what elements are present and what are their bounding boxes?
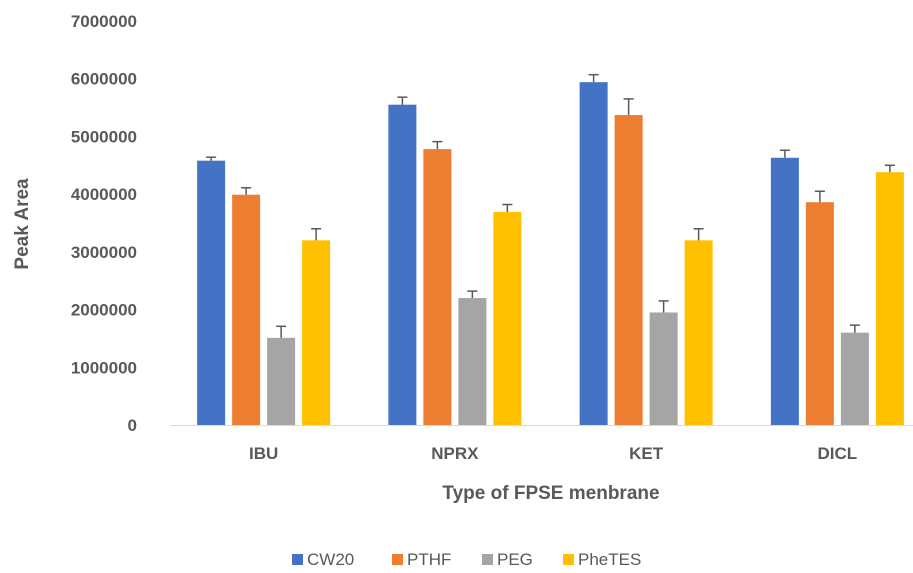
error-bar-peg-dicl bbox=[849, 324, 860, 333]
legend-item-cw20: CW20 bbox=[292, 550, 354, 569]
bar-pthf-nprx bbox=[423, 149, 452, 425]
error-bar-pthf-ibu bbox=[241, 187, 252, 195]
y-axis-title: Peak Area bbox=[12, 178, 33, 270]
x-axis-title: Type of FPSE menbrane bbox=[442, 483, 659, 504]
y-tick-label: 6000000 bbox=[71, 70, 137, 89]
bar-phetes-ibu bbox=[302, 240, 331, 425]
error-bar-peg-ket bbox=[658, 300, 669, 313]
y-tick-label: 3000000 bbox=[71, 243, 137, 262]
error-bar-peg-ibu bbox=[276, 325, 287, 338]
legend-swatch bbox=[392, 554, 403, 565]
bar-phetes-dicl bbox=[875, 172, 904, 425]
error-bar-pthf-dicl bbox=[814, 190, 825, 203]
y-tick-label: 5000000 bbox=[71, 127, 137, 146]
error-bar-phetes-dicl bbox=[884, 164, 895, 173]
legend-label: PTHF bbox=[407, 550, 451, 569]
x-tick-label: IBU bbox=[249, 444, 278, 463]
bar-phetes-nprx bbox=[493, 212, 522, 425]
legend-swatch bbox=[482, 554, 493, 565]
error-bar-cw20-ket bbox=[588, 73, 599, 83]
legend-item-pthf: PTHF bbox=[392, 550, 451, 569]
bar-area bbox=[197, 73, 904, 426]
error-bar-phetes-nprx bbox=[502, 203, 513, 213]
bar-peg-ibu bbox=[267, 337, 296, 425]
bar-cw20-dicl bbox=[770, 157, 799, 426]
error-bar-phetes-ket bbox=[693, 228, 704, 241]
bar-pthf-ket bbox=[614, 115, 643, 426]
bar-peg-nprx bbox=[458, 298, 487, 425]
legend-swatch bbox=[563, 554, 574, 565]
bar-peg-dicl bbox=[840, 332, 869, 425]
y-tick-label: 1000000 bbox=[71, 358, 137, 377]
error-bar-cw20-dicl bbox=[779, 149, 790, 158]
legend-label: PEG bbox=[497, 550, 533, 569]
x-axis-ticks: IBU NPRX KET DICL bbox=[249, 444, 857, 463]
bar-cw20-ibu bbox=[197, 160, 226, 425]
x-tick-label: NPRX bbox=[431, 444, 479, 463]
x-tick-label: DICL bbox=[818, 444, 858, 463]
bar-pthf-ibu bbox=[232, 194, 261, 425]
y-tick-label: 2000000 bbox=[71, 301, 137, 320]
error-bar-cw20-ibu bbox=[206, 156, 217, 161]
y-axis-ticks: 0 1000000 2000000 3000000 4000000 5000000 6000… bbox=[71, 12, 137, 435]
y-tick-label: 7000000 bbox=[71, 12, 137, 31]
legend-item-peg: PEG bbox=[482, 550, 533, 569]
legend-swatch bbox=[292, 554, 303, 565]
bar-peg-ket bbox=[649, 312, 678, 425]
legend: CW20 PTHF PEG PheTES bbox=[292, 550, 641, 569]
bar-cw20-nprx bbox=[388, 104, 417, 425]
bar-phetes-ket bbox=[684, 240, 713, 425]
legend-item-phetes: PheTES bbox=[563, 550, 641, 569]
y-tick-label: 0 bbox=[128, 416, 137, 435]
error-bar-pthf-ket bbox=[623, 98, 634, 116]
legend-label: PheTES bbox=[578, 550, 641, 569]
error-bar-phetes-ibu bbox=[311, 228, 322, 241]
legend-label: CW20 bbox=[307, 550, 354, 569]
bar-cw20-ket bbox=[579, 82, 608, 426]
bar-pthf-dicl bbox=[805, 202, 834, 425]
y-tick-label: 4000000 bbox=[71, 185, 137, 204]
error-bar-pthf-nprx bbox=[432, 140, 443, 150]
error-bar-peg-nprx bbox=[467, 290, 478, 299]
x-tick-label: KET bbox=[629, 444, 664, 463]
error-bar-cw20-nprx bbox=[397, 96, 408, 105]
